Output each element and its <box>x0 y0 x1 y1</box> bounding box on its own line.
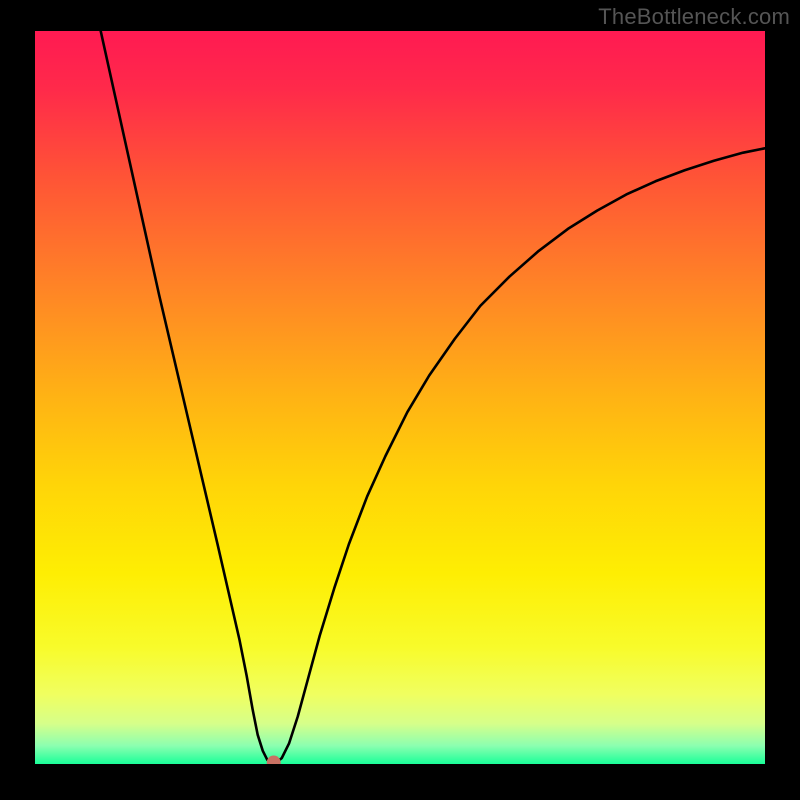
chart-plot-area <box>35 31 765 764</box>
bottleneck-curve <box>101 31 765 763</box>
watermark-text: TheBottleneck.com <box>598 4 790 30</box>
chart-curve-layer <box>35 31 765 764</box>
optimal-point-marker <box>267 756 281 764</box>
